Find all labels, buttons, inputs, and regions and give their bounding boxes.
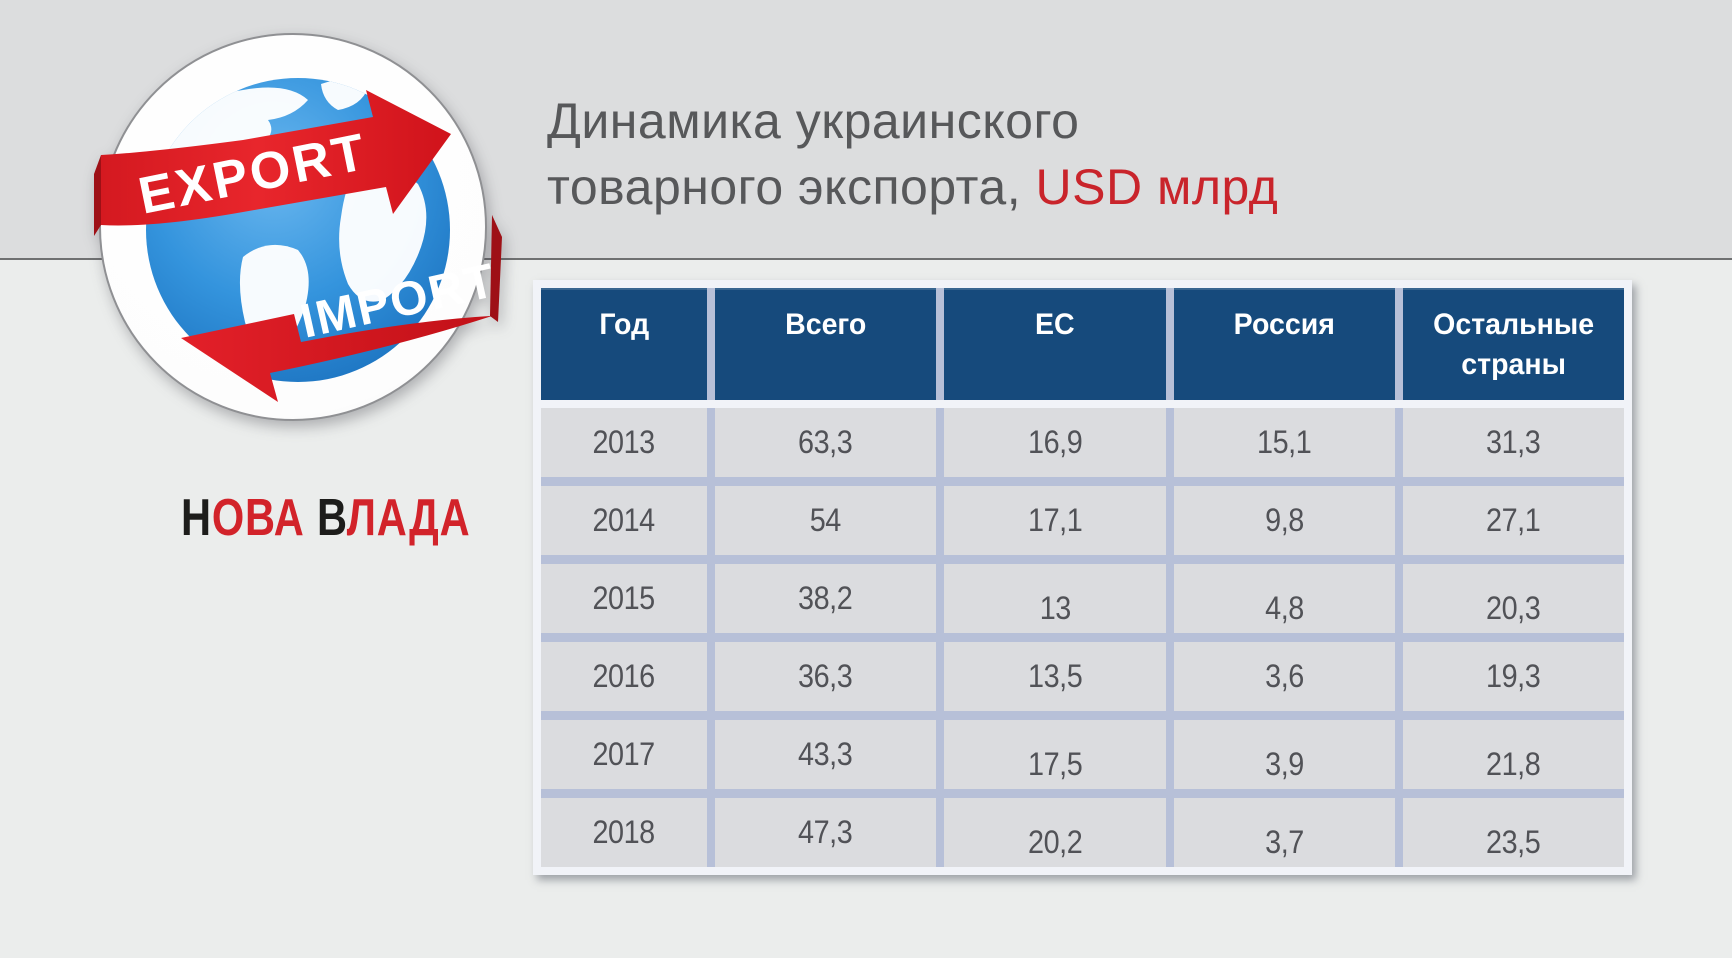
column-header-label: Всего: [785, 308, 867, 341]
table-header-row: Год Всего ЕС Россия Остальные страны: [541, 288, 1624, 400]
value-cell-2016-0: 36,3: [715, 642, 937, 711]
year-cell-2015: 2015: [541, 564, 707, 633]
cell-value: 17,5: [1027, 746, 1083, 782]
value-cell-2017-2: 3,9: [1173, 720, 1395, 789]
cell-value: 16,9: [1027, 424, 1083, 460]
value-cell-2013-2: 15,1: [1173, 408, 1395, 477]
brand-wordmark: НОВА ВЛАДА: [181, 492, 470, 544]
page-title: Динамика украинского товарного экспорта,…: [547, 88, 1278, 220]
cell-value: 9,8: [1264, 502, 1304, 538]
value-cell-2013-3: 31,3: [1402, 408, 1624, 477]
value-cell-2016-2: 3,6: [1173, 642, 1395, 711]
cell-value: 20,3: [1486, 590, 1541, 626]
value-cell-2016-1: 13,5: [944, 642, 1166, 711]
cell-value: 20,2: [1027, 824, 1083, 860]
brand-letter-group: ОВА: [211, 489, 305, 547]
cell-value: 38,2: [798, 580, 853, 616]
page-title-line2-plain: товарного экспорта,: [547, 159, 1036, 215]
cell-value: 27,1: [1486, 502, 1541, 538]
value-cell-2017-1: 17,5: [944, 720, 1166, 789]
cell-value: 19,3: [1486, 658, 1541, 694]
cell-value: 3,7: [1264, 824, 1304, 860]
cell-value: 2018: [592, 814, 656, 850]
value-cell-2014-0: 54: [715, 486, 937, 555]
year-cell-2018: 2018: [541, 798, 707, 867]
value-cell-2014-2: 9,8: [1173, 486, 1395, 555]
cell-value: 54: [810, 502, 842, 538]
column-header-4: Остальные страны: [1402, 288, 1624, 400]
cell-value: 2016: [592, 658, 656, 694]
value-cell-2015-3: 20,3: [1402, 564, 1624, 633]
value-cell-2014-1: 17,1: [944, 486, 1166, 555]
column-header-3: Россия: [1173, 288, 1395, 400]
value-cell-2015-1: 13: [944, 564, 1166, 633]
value-cell-2015-0: 38,2: [715, 564, 937, 633]
year-cell-2013: 2013: [541, 408, 707, 477]
column-header-label: ЕС: [1035, 308, 1075, 341]
value-cell-2016-3: 19,3: [1402, 642, 1624, 711]
value-cell-2018-1: 20,2: [944, 798, 1166, 867]
page-title-line2: товарного экспорта, USD млрд: [547, 154, 1278, 220]
cell-value: 63,3: [798, 424, 853, 460]
value-cell-2018-0: 47,3: [715, 798, 937, 867]
year-cell-2014: 2014: [541, 486, 707, 555]
value-cell-2017-0: 43,3: [715, 720, 937, 789]
cell-value: 15,1: [1256, 424, 1312, 460]
cell-value: 2014: [592, 502, 656, 538]
column-header-0: Год: [541, 288, 707, 400]
cell-value: 2017: [592, 736, 656, 772]
cell-value: 2013: [592, 424, 656, 460]
cell-value: 3,6: [1264, 658, 1304, 694]
column-header-2: ЕС: [944, 288, 1166, 400]
cell-value: 47,3: [798, 814, 853, 850]
cell-value: 21,8: [1486, 746, 1541, 782]
value-cell-2013-1: 16,9: [944, 408, 1166, 477]
page-title-units: USD млрд: [1035, 159, 1279, 215]
column-header-label: Год: [599, 308, 649, 341]
value-cell-2014-3: 27,1: [1402, 486, 1624, 555]
brand-letter-group: В: [316, 489, 347, 547]
export-import-logo: EXPORT IMPORT: [93, 22, 505, 434]
value-cell-2018-2: 3,7: [1173, 798, 1395, 867]
value-cell-2018-3: 23,5: [1402, 798, 1624, 867]
table-body: 2013 63,3 16,9 15,1 31,3 2014 54 17,1 9,8 27,1 201…: [541, 408, 1624, 867]
globe-logo-graphic: EXPORT IMPORT: [94, 33, 502, 421]
cell-value: 23,5: [1486, 824, 1541, 860]
brand-letter-group: [305, 489, 317, 547]
value-cell-2013-0: 63,3: [715, 408, 937, 477]
cell-value: 36,3: [798, 658, 853, 694]
brand-letter-group: Н: [181, 489, 212, 547]
column-header-label: Россия: [1233, 308, 1335, 341]
year-cell-2017: 2017: [541, 720, 707, 789]
page-title-line1: Динамика украинского: [547, 93, 1080, 149]
cell-value: 13,5: [1027, 658, 1083, 694]
section-divider-line: [0, 258, 1732, 260]
export-table: Год Всего ЕС Россия Остальные страны 2013 63,…: [533, 280, 1632, 875]
value-cell-2017-3: 21,8: [1402, 720, 1624, 789]
cell-value: 43,3: [798, 736, 853, 772]
cell-value: 2015: [592, 580, 656, 616]
cell-value: 31,3: [1486, 424, 1541, 460]
value-cell-2015-2: 4,8: [1173, 564, 1395, 633]
cell-value: 3,9: [1264, 746, 1304, 782]
column-header-1: Всего: [715, 288, 937, 400]
cell-value: 4,8: [1264, 590, 1304, 626]
cell-value: 13: [1039, 590, 1071, 626]
year-cell-2016: 2016: [541, 642, 707, 711]
column-header-label: Остальные страны: [1432, 308, 1594, 381]
cell-value: 17,1: [1027, 502, 1083, 538]
brand-letter-group: ЛАДА: [346, 489, 471, 547]
